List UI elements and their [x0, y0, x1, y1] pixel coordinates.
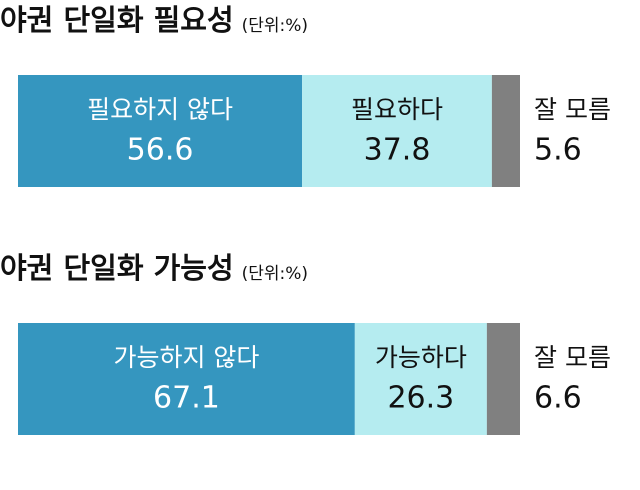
segment-name: 잘 모름 [534, 343, 611, 372]
chart-title: 야권 단일화 가능성 [0, 251, 234, 285]
bar-segment [18, 323, 355, 435]
chart-subtitle: (단위:%) [242, 264, 308, 284]
segment-name: 가능하다 [375, 343, 467, 372]
bar-segment [302, 75, 492, 187]
bar-segment [486, 323, 520, 435]
segment-value: 37.8 [364, 133, 431, 168]
chart-title: 야권 단일화 필요성 [0, 3, 234, 37]
segment-name: 필요하지 않다 [87, 95, 233, 124]
segment-name: 필요하다 [351, 95, 443, 124]
segment-value: 67.1 [153, 381, 220, 416]
bar-segment [18, 75, 303, 187]
bar-segment [354, 323, 487, 435]
chart-subtitle: (단위:%) [242, 16, 308, 36]
segment-value: 26.3 [387, 381, 454, 416]
segment-value: 6.6 [534, 381, 582, 416]
bar-segment [491, 75, 520, 187]
segment-value: 5.6 [534, 133, 582, 168]
segment-name: 가능하지 않다 [113, 343, 259, 372]
segment-value: 56.6 [127, 133, 194, 168]
segment-name: 잘 모름 [534, 95, 611, 124]
